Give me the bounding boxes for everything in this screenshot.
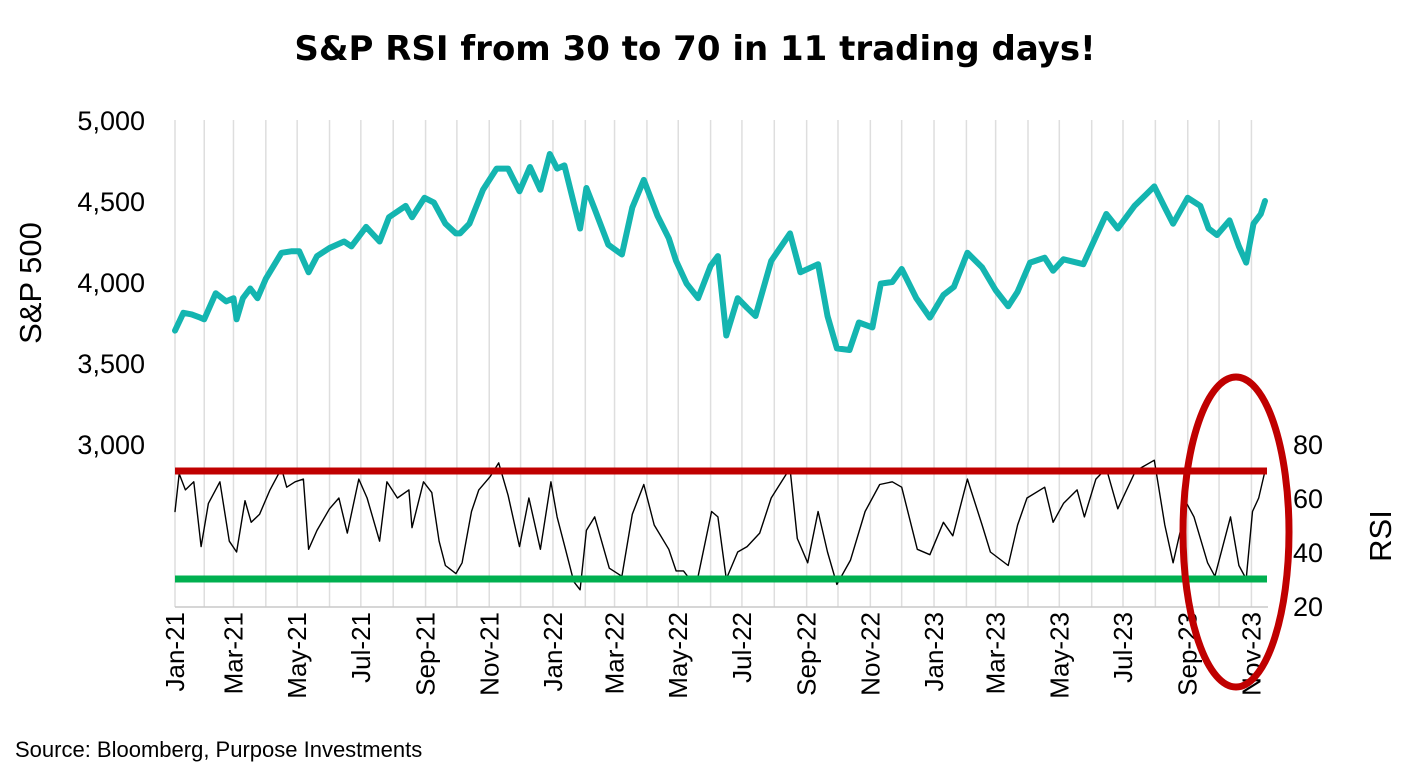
sp500-line [172,151,1268,353]
x-tick-label: Jul-21 [346,612,376,683]
right-axis-ticks: 80 60 40 20 [1293,430,1323,622]
right-axis-title: RSI [1363,510,1398,562]
x-tick-label: Mar-22 [600,612,630,694]
x-tick-label: Jul-23 [1108,612,1138,683]
x-tick-label: Nov-22 [855,612,885,696]
vertical-gridlines [174,120,1253,607]
x-tick-label: Sep-21 [411,612,441,696]
highlight-ellipse [1179,373,1293,691]
left-axis-title: S&P 500 [13,222,48,344]
chart-title: S&P RSI from 30 to 70 in 11 trading days… [294,29,1095,69]
left-axis-ticks: 5,000 4,500 4,000 3,500 3,000 [77,106,145,460]
reference-lines [175,467,1267,583]
left-tick-label: 5,000 [77,106,145,136]
series-lines [172,151,1268,591]
x-tick-label: May-21 [282,612,312,699]
x-tick-label: Mar-23 [981,612,1011,694]
x-tick-label: Sep-22 [792,612,822,696]
x-tick-label: Nov-21 [474,612,504,696]
right-tick-label: 60 [1293,484,1323,514]
x-tick-label: Jan-21 [160,612,190,692]
rsi-line [174,459,1266,591]
left-tick-label: 3,500 [77,349,145,379]
x-tick-label: Mar-21 [218,612,248,694]
x-tick-label: May-22 [663,612,693,699]
right-tick-label: 80 [1293,430,1323,460]
left-tick-label: 3,000 [77,430,145,460]
left-tick-label: 4,500 [77,187,145,217]
x-tick-label: Jan-22 [538,612,568,692]
right-tick-label: 40 [1293,538,1323,568]
x-axis-ticks: Jan-21 Mar-21 May-21 Jul-21 Sep-21 Nov-21 Jan-… [160,612,1266,699]
left-tick-label: 4,000 [77,268,145,298]
right-tick-label: 20 [1293,592,1323,622]
x-tick-label: Jul-22 [727,612,757,683]
x-tick-label: May-23 [1044,612,1074,699]
source-note: Source: Bloomberg, Purpose Investments [15,737,422,762]
x-tick-label: Jan-23 [919,612,949,692]
x-tick-label: Sep-23 [1173,612,1203,696]
